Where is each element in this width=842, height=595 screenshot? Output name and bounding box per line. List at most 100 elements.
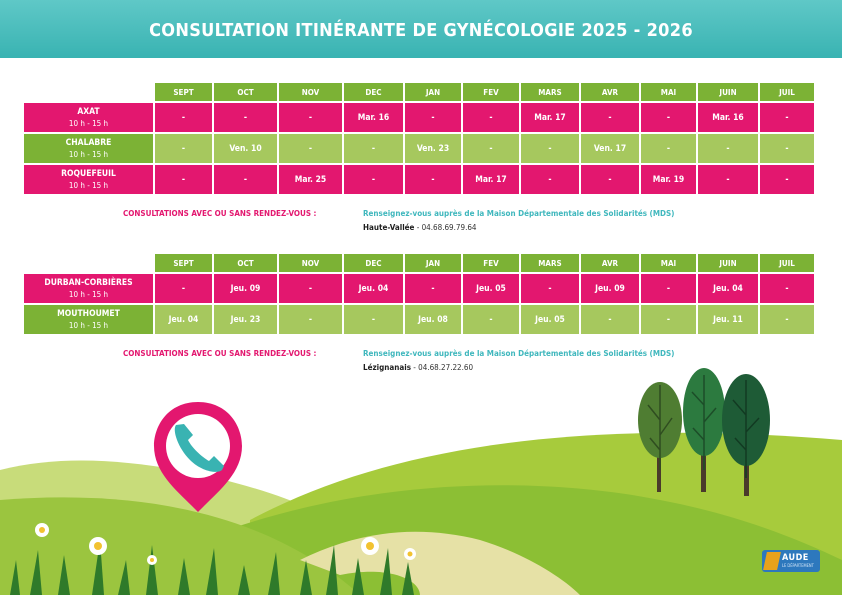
date-cell: - [641, 274, 696, 303]
month-header: MAI [641, 254, 696, 272]
date-cell: Ven. 10 [214, 134, 277, 163]
date-cell: - [405, 165, 461, 194]
date-cell: - [155, 274, 212, 303]
month-header: JUIL [760, 254, 814, 272]
date-cell: - [641, 305, 696, 334]
flower-icon [361, 537, 379, 555]
date-cell: - [581, 165, 639, 194]
date-cell: - [760, 103, 814, 132]
location-hours: 10 h - 15 h [68, 118, 109, 128]
logo-subtitle: LE DÉPARTEMENT [782, 563, 814, 568]
month-header: JUIL [760, 83, 814, 101]
month-header: MARS [521, 83, 579, 101]
date-cell: Mar. 16 [698, 103, 758, 132]
month-header: OCT [214, 83, 277, 101]
consultation-label: CONSULTATIONS AVEC OU SANS RENDEZ-VOUS : [123, 349, 317, 358]
title-banner: CONSULTATION ITINÉRANTE DE GYNÉCOLOGIE 2… [0, 0, 842, 58]
date-cell: Jeu. 04 [155, 305, 212, 334]
aude-logo: AUDE LE DÉPARTEMENT [762, 550, 820, 572]
location-hours: 10 h - 15 h [68, 289, 109, 299]
month-header: MAI [641, 83, 696, 101]
date-cell: - [641, 134, 696, 163]
month-header: AVR [581, 83, 639, 101]
date-cell: - [344, 165, 403, 194]
phone-icon [174, 424, 224, 472]
mds-phone: - 04.68.69.79.64 [414, 223, 477, 232]
date-cell: - [760, 165, 814, 194]
date-cell: - [521, 165, 579, 194]
month-header: DEC [344, 254, 403, 272]
tree-icon [722, 374, 770, 496]
date-cell: - [214, 103, 277, 132]
mds-contact: Haute-Vallée - 04.68.69.79.64 [363, 221, 674, 234]
month-header: MARS [521, 254, 579, 272]
date-cell: - [463, 103, 519, 132]
month-header: SEPT [155, 254, 212, 272]
month-header: AVR [581, 254, 639, 272]
date-cell: Jeu. 05 [463, 274, 519, 303]
flower-icon [35, 523, 49, 537]
mds-name: Lézignanais [363, 363, 411, 372]
date-cell: Ven. 17 [581, 134, 639, 163]
month-header-row: SEPT OCT NOV DEC JAN FEV MARS AVR MAI JUIN JUIL [24, 83, 814, 101]
date-cell: Mar. 19 [641, 165, 696, 194]
month-header: JUIN [698, 83, 758, 101]
month-header: JUIN [698, 254, 758, 272]
date-cell: - [344, 134, 403, 163]
consultation-label: CONSULTATIONS AVEC OU SANS RENDEZ-VOUS : [123, 209, 317, 218]
date-cell: Jeu. 23 [214, 305, 277, 334]
date-cell: - [405, 103, 461, 132]
date-cell: Jeu. 08 [405, 305, 461, 334]
date-cell: - [463, 134, 519, 163]
flower-icon [147, 555, 157, 565]
tree-icon [683, 368, 725, 492]
date-cell: - [405, 274, 461, 303]
date-cell: - [279, 274, 342, 303]
location-cell: MOUTHOUMET 10 h - 15 h [24, 305, 153, 334]
date-cell: - [521, 274, 579, 303]
date-cell: - [521, 134, 579, 163]
date-cell: - [581, 103, 639, 132]
date-cell: Jeu. 11 [698, 305, 758, 334]
date-cell: Jeu. 04 [344, 274, 403, 303]
month-header: DEC [344, 83, 403, 101]
logo-text: AUDE [782, 553, 809, 563]
month-header: OCT [214, 254, 277, 272]
date-cell: - [279, 134, 342, 163]
date-cell: - [760, 274, 814, 303]
date-cell: - [760, 305, 814, 334]
date-cell: Jeu. 04 [698, 274, 758, 303]
date-cell: - [698, 134, 758, 163]
date-cell: Mar. 16 [344, 103, 403, 132]
date-cell: - [279, 305, 342, 334]
location-name: DURBAN-CORBIÈRES [44, 277, 133, 288]
date-cell: - [214, 165, 277, 194]
date-cell: - [760, 134, 814, 163]
date-cell: - [344, 305, 403, 334]
schedule-table-2: SEPT OCT NOV DEC JAN FEV MARS AVR MAI JUIN JUIL DU… [22, 252, 816, 336]
table-row: ROQUEFEUIL 10 h - 15 h - - Mar. 25- - Mar. 17-… [24, 165, 814, 194]
table-row: DURBAN-CORBIÈRES 10 h - 15 h - Jeu. 09- Jeu.… [24, 274, 814, 303]
date-cell: - [155, 103, 212, 132]
month-header-row: SEPT OCT NOV DEC JAN FEV MARS AVR MAI JUIN JUIL [24, 254, 814, 272]
mds-contact: Lézignanais - 04.68.27.22.60 [363, 361, 674, 374]
date-cell: - [698, 165, 758, 194]
location-hours: 10 h - 15 h [68, 180, 109, 190]
date-cell: Mar. 17 [463, 165, 519, 194]
month-header: NOV [279, 254, 342, 272]
location-name: MOUTHOUMET [57, 308, 120, 319]
month-header: SEPT [155, 83, 212, 101]
location-hours: 10 h - 15 h [68, 320, 109, 330]
table-row: AXAT 10 h - 15 h - - - Mar. 16- - Mar. 17- - Mar.… [24, 103, 814, 132]
month-header: JAN [405, 254, 461, 272]
date-cell: Mar. 17 [521, 103, 579, 132]
mds-phone: - 04.68.27.22.60 [410, 363, 474, 372]
location-hours: 10 h - 15 h [68, 149, 109, 159]
location-name: ROQUEFEUIL [61, 168, 116, 179]
mds-info: Renseignez-vous auprès de la Maison Dépa… [363, 349, 675, 358]
date-cell: - [155, 134, 212, 163]
date-cell: Ven. 23 [405, 134, 461, 163]
date-cell: - [581, 305, 639, 334]
table-row: MOUTHOUMET 10 h - 15 h Jeu. 04 Jeu. 23- - Jeu… [24, 305, 814, 334]
